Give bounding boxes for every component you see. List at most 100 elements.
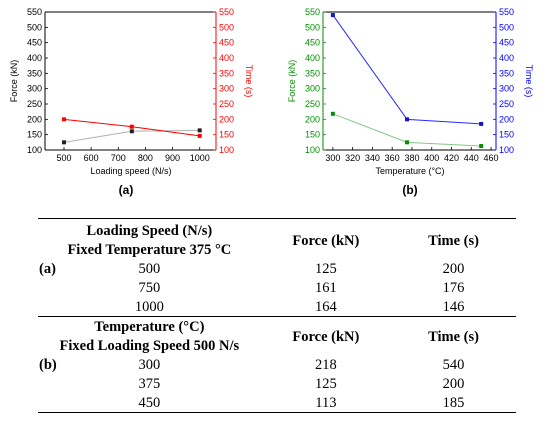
left-tick-label: 150: [27, 130, 42, 140]
right-tick-label: 500: [219, 22, 234, 32]
right-tick-label: 200: [219, 114, 234, 124]
left-tick-label: 400: [305, 53, 320, 63]
left-tick-label: 200: [27, 114, 42, 124]
cond-cell: 1000: [134, 299, 164, 315]
table-b-header-line2: Fixed Loading Speed 500 N/s: [59, 338, 240, 354]
force-cell: 164: [315, 299, 337, 315]
left-tick-label: 200: [305, 114, 320, 124]
right-y-axis-label: Time (s): [524, 65, 534, 98]
x-tick-label: 800: [138, 153, 153, 163]
table-a-label: (a): [39, 261, 56, 277]
data-point-right: [197, 133, 202, 138]
cond-cell: 750: [138, 280, 161, 296]
results-table: Loading Speed (N/s) Fixed Temperature 37…: [0, 212, 550, 422]
data-point-left: [129, 129, 134, 134]
left-tick-label: 400: [27, 53, 42, 63]
table-row: 1000 164 146: [38, 298, 516, 317]
left-tick-label: 500: [27, 22, 42, 32]
left-tick-label: 300: [305, 84, 320, 94]
right-tick-label: 450: [499, 38, 514, 48]
data-point-right: [330, 13, 335, 18]
right-tick-label: 450: [219, 38, 234, 48]
cond-cell: 500: [138, 261, 161, 277]
table-a-header-line2: Fixed Temperature 375 °C: [67, 242, 232, 258]
left-tick-label: 250: [305, 99, 320, 109]
x-tick-label: 360: [385, 153, 400, 163]
cond-cell: 375: [138, 376, 161, 392]
table-b-force-header: Force (kN): [292, 328, 360, 345]
time-cell: 200: [442, 376, 465, 392]
panel-label: (b): [402, 183, 417, 197]
right-tick-label: 250: [499, 99, 514, 109]
table-row: 500 125 200: [38, 260, 516, 279]
charts-area: 500 600 700 800 900 1000 100 150 200 250 300 350 400…: [9, 7, 534, 197]
left-y-axis-label: Force (kN): [9, 60, 19, 103]
table-row: 375 125 200: [38, 375, 516, 394]
x-tick-label: 440: [464, 153, 479, 163]
right-tick-label: 550: [219, 7, 234, 17]
x-tick-label: 380: [404, 153, 419, 163]
table-a-header: Loading Speed (N/s) Fixed Temperature 37…: [38, 222, 516, 260]
table-a-header-line1: Loading Speed (N/s): [86, 223, 213, 239]
x-tick-label: 700: [111, 153, 126, 163]
data-point-right: [405, 117, 410, 122]
table-b-header: Temperature (°C) Fixed Loading Speed 500…: [38, 318, 516, 356]
data-point-left: [479, 144, 484, 149]
right-y-axis-label: Time (s): [244, 65, 254, 98]
table-bottom-rule: [38, 412, 516, 413]
x-axis-label: Temperature (°C): [375, 166, 444, 176]
right-tick-label: 400: [219, 53, 234, 63]
force-cell: 113: [315, 395, 337, 411]
time-cell: 200: [442, 261, 465, 277]
force-cell: 125: [315, 376, 337, 392]
left-tick-label: 100: [27, 145, 42, 155]
x-tick-label: 460: [484, 153, 499, 163]
table-b-cond-header: Temperature (°C) Fixed Loading Speed 500…: [38, 318, 261, 356]
table-row: 450 113 185: [38, 394, 516, 413]
table-b: Temperature (°C) Fixed Loading Speed 500…: [38, 318, 516, 413]
left-tick-label: 550: [27, 7, 42, 17]
table-b-label: (b): [39, 357, 57, 373]
data-point-right: [62, 117, 66, 122]
series-line-right: [332, 14, 482, 125]
table-b-header-line1: Temperature (°C): [94, 319, 205, 335]
right-tick-label: 200: [499, 114, 514, 124]
table-a-force-header: Force (kN): [292, 232, 360, 249]
x-tick-label: 900: [165, 153, 180, 163]
x-tick-label: 340: [365, 153, 380, 163]
left-tick-label: 100: [305, 145, 320, 155]
right-tick-label: 150: [219, 130, 234, 140]
left-tick-label: 500: [305, 22, 320, 32]
data-point-right: [129, 124, 134, 129]
time-cell: 185: [442, 395, 465, 411]
x-tick-label: 600: [84, 153, 99, 163]
left-tick-label: 350: [27, 68, 42, 78]
x-tick-label: 400: [424, 153, 439, 163]
x-axis-label: Loading speed (N/s): [90, 166, 171, 176]
right-tick-label: 350: [499, 68, 514, 78]
time-cell: 176: [442, 280, 465, 296]
left-y-axis-label: Force (kN): [287, 60, 297, 103]
right-tick-label: 550: [499, 7, 514, 17]
x-tick-label: 500: [56, 153, 71, 163]
right-tick-label: 400: [499, 53, 514, 63]
data-point-left: [405, 140, 410, 145]
table-mid-rule: [38, 316, 516, 317]
right-tick-label: 100: [499, 145, 514, 155]
right-tick-label: 250: [219, 99, 234, 109]
time-cell: 146: [442, 299, 465, 315]
chart-panel-b: 300 320 340 360 380 400 420 440 4601001502002503…: [287, 7, 534, 197]
left-tick-label: 300: [27, 84, 42, 94]
right-tick-label: 150: [499, 130, 514, 140]
chart-panel-a: 500 600 700 800 900 1000 100 150 200 250 300 350 400…: [9, 7, 254, 197]
right-tick-label: 350: [219, 68, 234, 78]
data-point-left: [62, 140, 66, 145]
data-point-right: [479, 121, 484, 126]
right-tick-label: 300: [499, 84, 514, 94]
left-tick-label: 250: [27, 99, 42, 109]
left-tick-label: 350: [305, 68, 320, 78]
force-cell: 161: [315, 280, 337, 296]
table-top-rule: [38, 218, 516, 219]
left-tick-label: 450: [305, 38, 320, 48]
panel-label: (a): [119, 183, 134, 197]
